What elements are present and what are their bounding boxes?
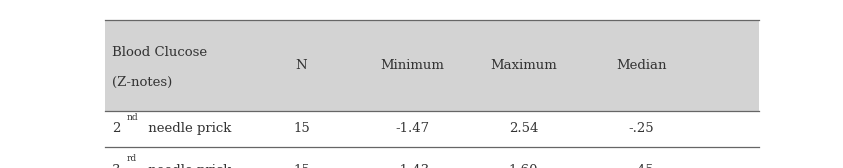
Text: -.25: -.25 xyxy=(628,122,654,135)
Text: -1.47: -1.47 xyxy=(395,122,429,135)
Text: Maximum: Maximum xyxy=(490,59,557,72)
Text: 15: 15 xyxy=(293,164,309,168)
Text: 2: 2 xyxy=(112,122,121,135)
Text: rd: rd xyxy=(126,154,137,163)
Text: Median: Median xyxy=(616,59,666,72)
Text: (Z-notes): (Z-notes) xyxy=(112,76,172,89)
Text: -.45: -.45 xyxy=(628,164,654,168)
Text: 1.60: 1.60 xyxy=(509,164,538,168)
Text: Minimum: Minimum xyxy=(380,59,444,72)
Text: needle prick: needle prick xyxy=(144,164,231,168)
Text: 3: 3 xyxy=(112,164,121,168)
Text: N: N xyxy=(296,59,307,72)
Text: Blood Clucose: Blood Clucose xyxy=(112,46,207,59)
Text: nd: nd xyxy=(126,113,138,122)
Text: needle prick: needle prick xyxy=(144,122,231,135)
Text: 15: 15 xyxy=(293,122,309,135)
Text: 2.54: 2.54 xyxy=(509,122,538,135)
Bar xyxy=(105,20,759,111)
Text: -1.43: -1.43 xyxy=(395,164,429,168)
